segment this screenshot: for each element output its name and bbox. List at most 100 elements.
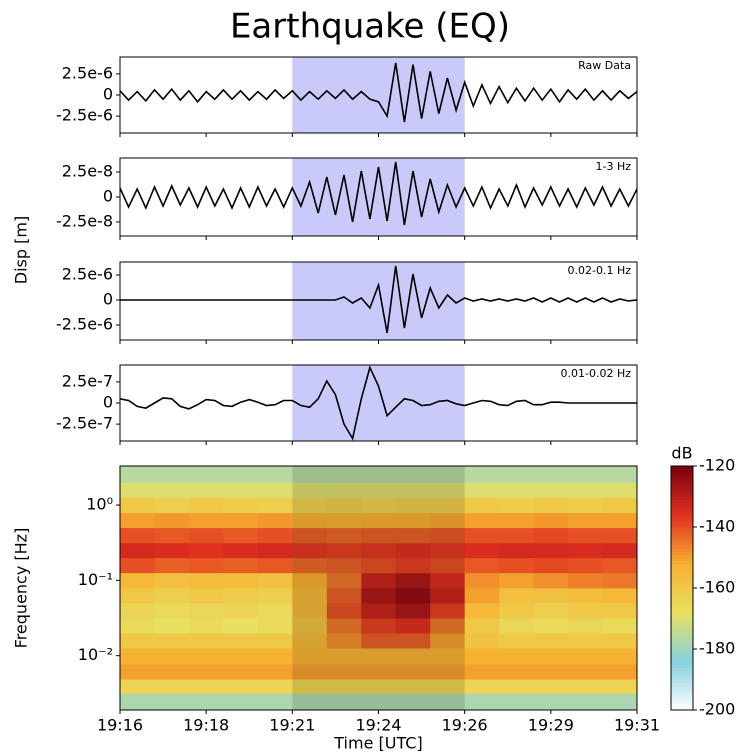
colorbar-step bbox=[671, 618, 693, 623]
heatmap-cell bbox=[602, 482, 638, 498]
colorbar-step bbox=[671, 496, 693, 501]
heatmap-cell bbox=[499, 664, 535, 680]
figure-title: Earthquake (EQ) bbox=[230, 7, 510, 47]
heatmap-cell bbox=[326, 542, 362, 559]
x-tick-label: 19:31 bbox=[614, 716, 660, 735]
heatmap-cell bbox=[568, 693, 604, 711]
heatmap-cell bbox=[257, 542, 293, 559]
heatmap-cell bbox=[568, 482, 604, 498]
panel-label: Raw Data bbox=[578, 59, 631, 72]
heatmap-cell bbox=[395, 693, 431, 711]
heatmap-cell bbox=[154, 679, 190, 694]
colorbar-step bbox=[671, 469, 693, 473]
heatmap-cell bbox=[395, 512, 431, 529]
colorbar-step bbox=[671, 682, 693, 687]
colorbar-step bbox=[671, 572, 693, 577]
heatmap-cell bbox=[602, 664, 638, 680]
heatmap-cell bbox=[292, 602, 328, 619]
highlight-region bbox=[292, 466, 465, 710]
colorbar-step bbox=[671, 649, 693, 653]
heatmap-cell bbox=[499, 542, 535, 559]
colorbar-step bbox=[671, 676, 693, 680]
heatmap-cell bbox=[499, 647, 535, 665]
heatmap-cell bbox=[188, 618, 224, 634]
heatmap-cell bbox=[326, 587, 362, 604]
heatmap-cell bbox=[602, 693, 638, 711]
heatmap-cell bbox=[223, 466, 259, 483]
heatmap-cell bbox=[602, 647, 638, 665]
heatmap-cell bbox=[361, 664, 397, 680]
y-tick-label: -2.5e-6 bbox=[56, 106, 113, 125]
colorbar-step bbox=[671, 520, 693, 525]
heatmap-cell bbox=[464, 557, 500, 574]
heatmap-cell bbox=[257, 482, 293, 498]
heatmap-cell bbox=[257, 693, 293, 711]
colorbar-step bbox=[671, 645, 693, 650]
heatmap-cell bbox=[188, 602, 224, 619]
colorbar-step bbox=[671, 691, 693, 696]
heatmap-cell bbox=[223, 587, 259, 604]
colorbar-step bbox=[671, 667, 693, 671]
colorbar-step bbox=[671, 652, 693, 656]
heatmap-cell bbox=[602, 542, 638, 559]
heatmap-cell bbox=[154, 482, 190, 498]
y-tick-label: 2.5e-7 bbox=[62, 371, 113, 390]
heatmap-cell bbox=[533, 527, 569, 544]
heatmap-cell bbox=[120, 542, 155, 559]
heatmap-cell bbox=[292, 557, 328, 574]
highlight-region bbox=[292, 262, 465, 340]
heatmap-cell bbox=[154, 587, 190, 604]
heatmap-cell bbox=[361, 602, 397, 619]
panel-label: 0.01-0.02 Hz bbox=[561, 367, 632, 380]
colorbar-step bbox=[671, 481, 693, 485]
heatmap-cell bbox=[154, 497, 190, 514]
highlight-region bbox=[292, 57, 465, 133]
colorbar-step bbox=[671, 633, 693, 638]
heatmap-cell bbox=[395, 482, 431, 498]
heatmap-cell bbox=[188, 542, 224, 559]
colorbar-step bbox=[671, 542, 693, 546]
heatmap-cell bbox=[499, 602, 535, 619]
colorbar-step bbox=[671, 661, 693, 665]
waveform bbox=[119, 161, 638, 226]
colorbar-step bbox=[671, 697, 693, 702]
y-tick-label: 0 bbox=[103, 393, 113, 412]
colorbar-step bbox=[671, 642, 693, 647]
colorbar-step bbox=[671, 636, 693, 641]
heatmap-cell bbox=[395, 587, 431, 604]
heatmap-cell bbox=[188, 512, 224, 529]
heatmap-cell bbox=[361, 647, 397, 665]
heatmap-cell bbox=[499, 693, 535, 711]
y-tick-label: 10⁻² bbox=[78, 645, 113, 664]
colorbar-step bbox=[671, 490, 693, 494]
heatmap-cell bbox=[464, 572, 500, 589]
colorbar-step bbox=[671, 685, 693, 690]
colorbar-step bbox=[671, 664, 693, 668]
heatmap-cell bbox=[292, 466, 328, 483]
y-tick-label: 2.5e-8 bbox=[62, 162, 113, 181]
heatmap-cell bbox=[257, 647, 293, 665]
y-tick-label: 0 bbox=[103, 290, 113, 309]
heatmap-cell bbox=[361, 587, 397, 604]
heatmap-cell bbox=[257, 466, 293, 483]
heatmap-cell bbox=[568, 497, 604, 514]
heatmap-cell bbox=[223, 497, 259, 514]
heatmap-cell bbox=[395, 602, 431, 619]
heatmap-cell bbox=[154, 664, 190, 680]
heatmap-cell bbox=[499, 527, 535, 544]
heatmap-cell bbox=[602, 679, 638, 694]
heatmap-cell bbox=[533, 647, 569, 665]
heatmap-cell bbox=[257, 572, 293, 589]
heatmap-cell bbox=[395, 557, 431, 574]
heatmap-cell bbox=[120, 647, 155, 665]
heatmap-cell bbox=[257, 679, 293, 694]
colorbar-label: dB bbox=[671, 444, 692, 463]
heatmap-cell bbox=[533, 679, 569, 694]
colorbar-step bbox=[671, 594, 693, 598]
colorbar-step bbox=[671, 609, 693, 613]
heatmap-cell bbox=[361, 482, 397, 498]
heatmap-cell bbox=[154, 542, 190, 559]
x-tick-label: 19:26 bbox=[442, 716, 488, 735]
heatmap-cell bbox=[326, 466, 362, 483]
heatmap-cell bbox=[223, 512, 259, 529]
